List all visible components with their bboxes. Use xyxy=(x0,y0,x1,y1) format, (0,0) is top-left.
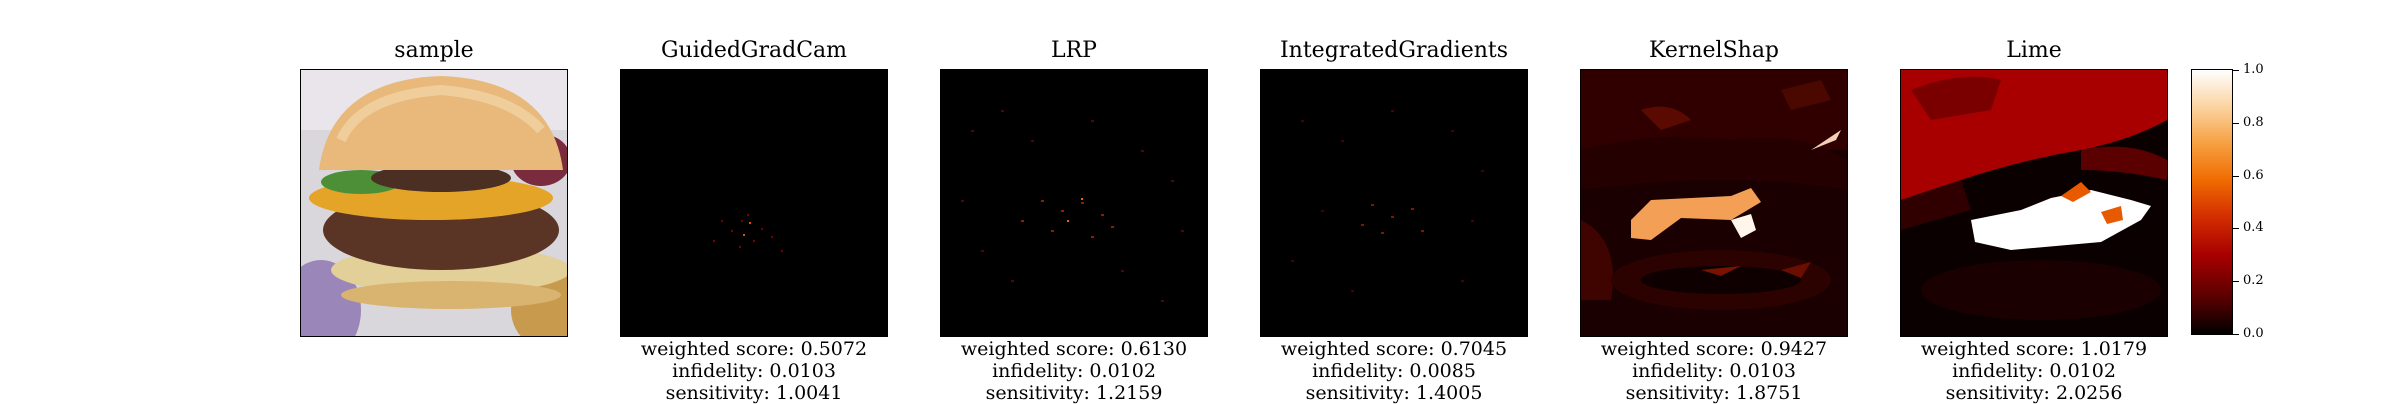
infidelity: infidelity: 0.0085 xyxy=(1312,360,1476,382)
panel-title: Lime xyxy=(2006,38,2062,63)
metrics: weighted score: 0.6130 infidelity: 0.010… xyxy=(900,338,1248,404)
metrics: weighted score: 1.0179 infidelity: 0.010… xyxy=(1860,338,2208,404)
colorbar-tick xyxy=(2233,123,2239,124)
metrics: weighted score: 0.9427 infidelity: 0.010… xyxy=(1540,338,1888,404)
colorbar-tick xyxy=(2233,334,2239,335)
metrics: weighted score: 0.5072 infidelity: 0.010… xyxy=(580,338,928,404)
sensitivity: sensitivity: 1.2159 xyxy=(985,382,1163,404)
colorbar-tick xyxy=(2233,176,2239,177)
infidelity: infidelity: 0.0102 xyxy=(992,360,1156,382)
heatmap-integratedgradients xyxy=(1260,69,1528,337)
colorbar-tick-label: 1.0 xyxy=(2243,62,2264,77)
heatmap-guidedgradcam xyxy=(620,69,888,337)
sensitivity: sensitivity: 2.0256 xyxy=(1945,382,2123,404)
burger-photo xyxy=(301,70,567,336)
weighted-score: weighted score: 0.7045 xyxy=(1280,338,1508,360)
sensitivity: sensitivity: 1.8751 xyxy=(1625,382,1803,404)
metrics: weighted score: 0.7045 infidelity: 0.008… xyxy=(1220,338,1568,404)
sensitivity: sensitivity: 1.0041 xyxy=(665,382,843,404)
panel-title: sample xyxy=(394,38,474,63)
colorbar-tick xyxy=(2233,228,2239,229)
panel-title: IntegratedGradients xyxy=(1279,38,1509,63)
heatmap-lime xyxy=(1900,69,2168,337)
infidelity: infidelity: 0.0103 xyxy=(672,360,836,382)
weighted-score: weighted score: 0.6130 xyxy=(960,338,1188,360)
colorbar-tick xyxy=(2233,70,2239,71)
heatmap-kernelshap xyxy=(1580,69,1848,337)
heatmap-lrp xyxy=(940,69,1208,337)
weighted-score: weighted score: 0.5072 xyxy=(640,338,868,360)
panel-title: KernelShap xyxy=(1648,38,1780,63)
panel-title: LRP xyxy=(1051,38,1097,63)
colorbar-tick-label: 0.4 xyxy=(2243,220,2264,235)
panel-title: GuidedGradCam xyxy=(660,38,848,63)
colorbar-tick-label: 0.8 xyxy=(2243,115,2264,130)
sensitivity: sensitivity: 1.4005 xyxy=(1305,382,1483,404)
weighted-score: weighted score: 1.0179 xyxy=(1920,338,2148,360)
weighted-score: weighted score: 0.9427 xyxy=(1600,338,1828,360)
colorbar-tick-label: 0.6 xyxy=(2243,168,2264,183)
infidelity: infidelity: 0.0103 xyxy=(1632,360,1796,382)
infidelity: infidelity: 0.0102 xyxy=(1952,360,2116,382)
colorbar-tick-label: 0.0 xyxy=(2243,326,2264,341)
colorbar-tick-label: 0.2 xyxy=(2243,273,2264,288)
colorbar-gradient xyxy=(2191,69,2233,335)
sample-image xyxy=(300,69,568,337)
colorbar-tick xyxy=(2233,281,2239,282)
